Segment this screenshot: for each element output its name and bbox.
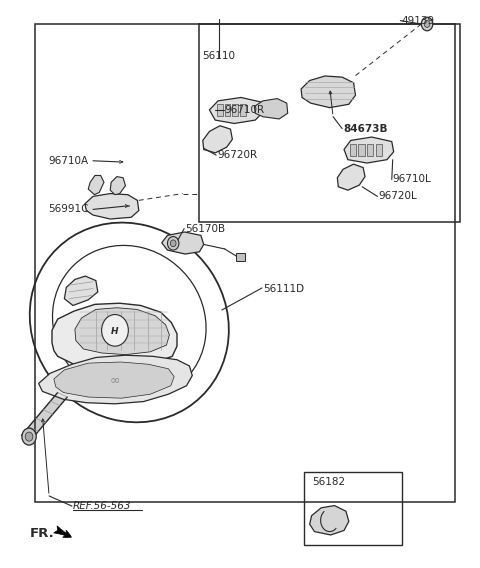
Text: 56182: 56182 [312, 477, 345, 487]
Circle shape [424, 20, 430, 27]
Text: 56170B: 56170B [185, 224, 225, 233]
Polygon shape [52, 303, 177, 369]
Circle shape [25, 432, 33, 441]
Polygon shape [75, 308, 169, 354]
Polygon shape [162, 232, 204, 254]
Polygon shape [359, 144, 364, 156]
Polygon shape [240, 105, 246, 116]
Text: REF.56-563: REF.56-563 [73, 501, 132, 511]
Polygon shape [217, 105, 223, 116]
Circle shape [22, 428, 36, 445]
Polygon shape [38, 355, 192, 404]
Text: FR.: FR. [30, 527, 55, 540]
Circle shape [102, 315, 128, 346]
Polygon shape [85, 194, 139, 219]
Text: ∞: ∞ [110, 374, 120, 387]
Text: 96710L: 96710L [393, 174, 432, 185]
Polygon shape [225, 105, 230, 116]
Polygon shape [88, 176, 104, 195]
Polygon shape [110, 177, 125, 195]
Circle shape [168, 236, 179, 250]
Bar [199, 24, 459, 222]
Polygon shape [203, 126, 232, 153]
Text: 56110: 56110 [202, 51, 235, 61]
Polygon shape [209, 98, 263, 123]
Circle shape [170, 240, 176, 247]
Bar [35, 24, 455, 502]
Polygon shape [344, 137, 394, 163]
Polygon shape [54, 362, 174, 398]
Polygon shape [350, 144, 356, 156]
Bar [236, 253, 245, 261]
Text: 96720L: 96720L [378, 191, 417, 202]
Polygon shape [367, 144, 373, 156]
Polygon shape [22, 392, 67, 440]
Polygon shape [232, 105, 238, 116]
Polygon shape [301, 76, 356, 108]
Polygon shape [337, 164, 365, 190]
Text: 56991C: 56991C [48, 204, 89, 214]
Bar [304, 471, 402, 545]
Text: 96710A: 96710A [48, 156, 88, 166]
Text: 49139: 49139 [401, 15, 434, 26]
Circle shape [421, 17, 433, 31]
Polygon shape [64, 276, 98, 306]
Polygon shape [310, 506, 349, 535]
Polygon shape [375, 144, 382, 156]
Text: H: H [111, 327, 119, 336]
Text: 56111D: 56111D [263, 283, 304, 294]
Polygon shape [254, 99, 288, 119]
Text: 96720R: 96720R [217, 150, 257, 160]
Text: 96710R: 96710R [225, 105, 265, 115]
Text: 84673B: 84673B [343, 124, 387, 133]
